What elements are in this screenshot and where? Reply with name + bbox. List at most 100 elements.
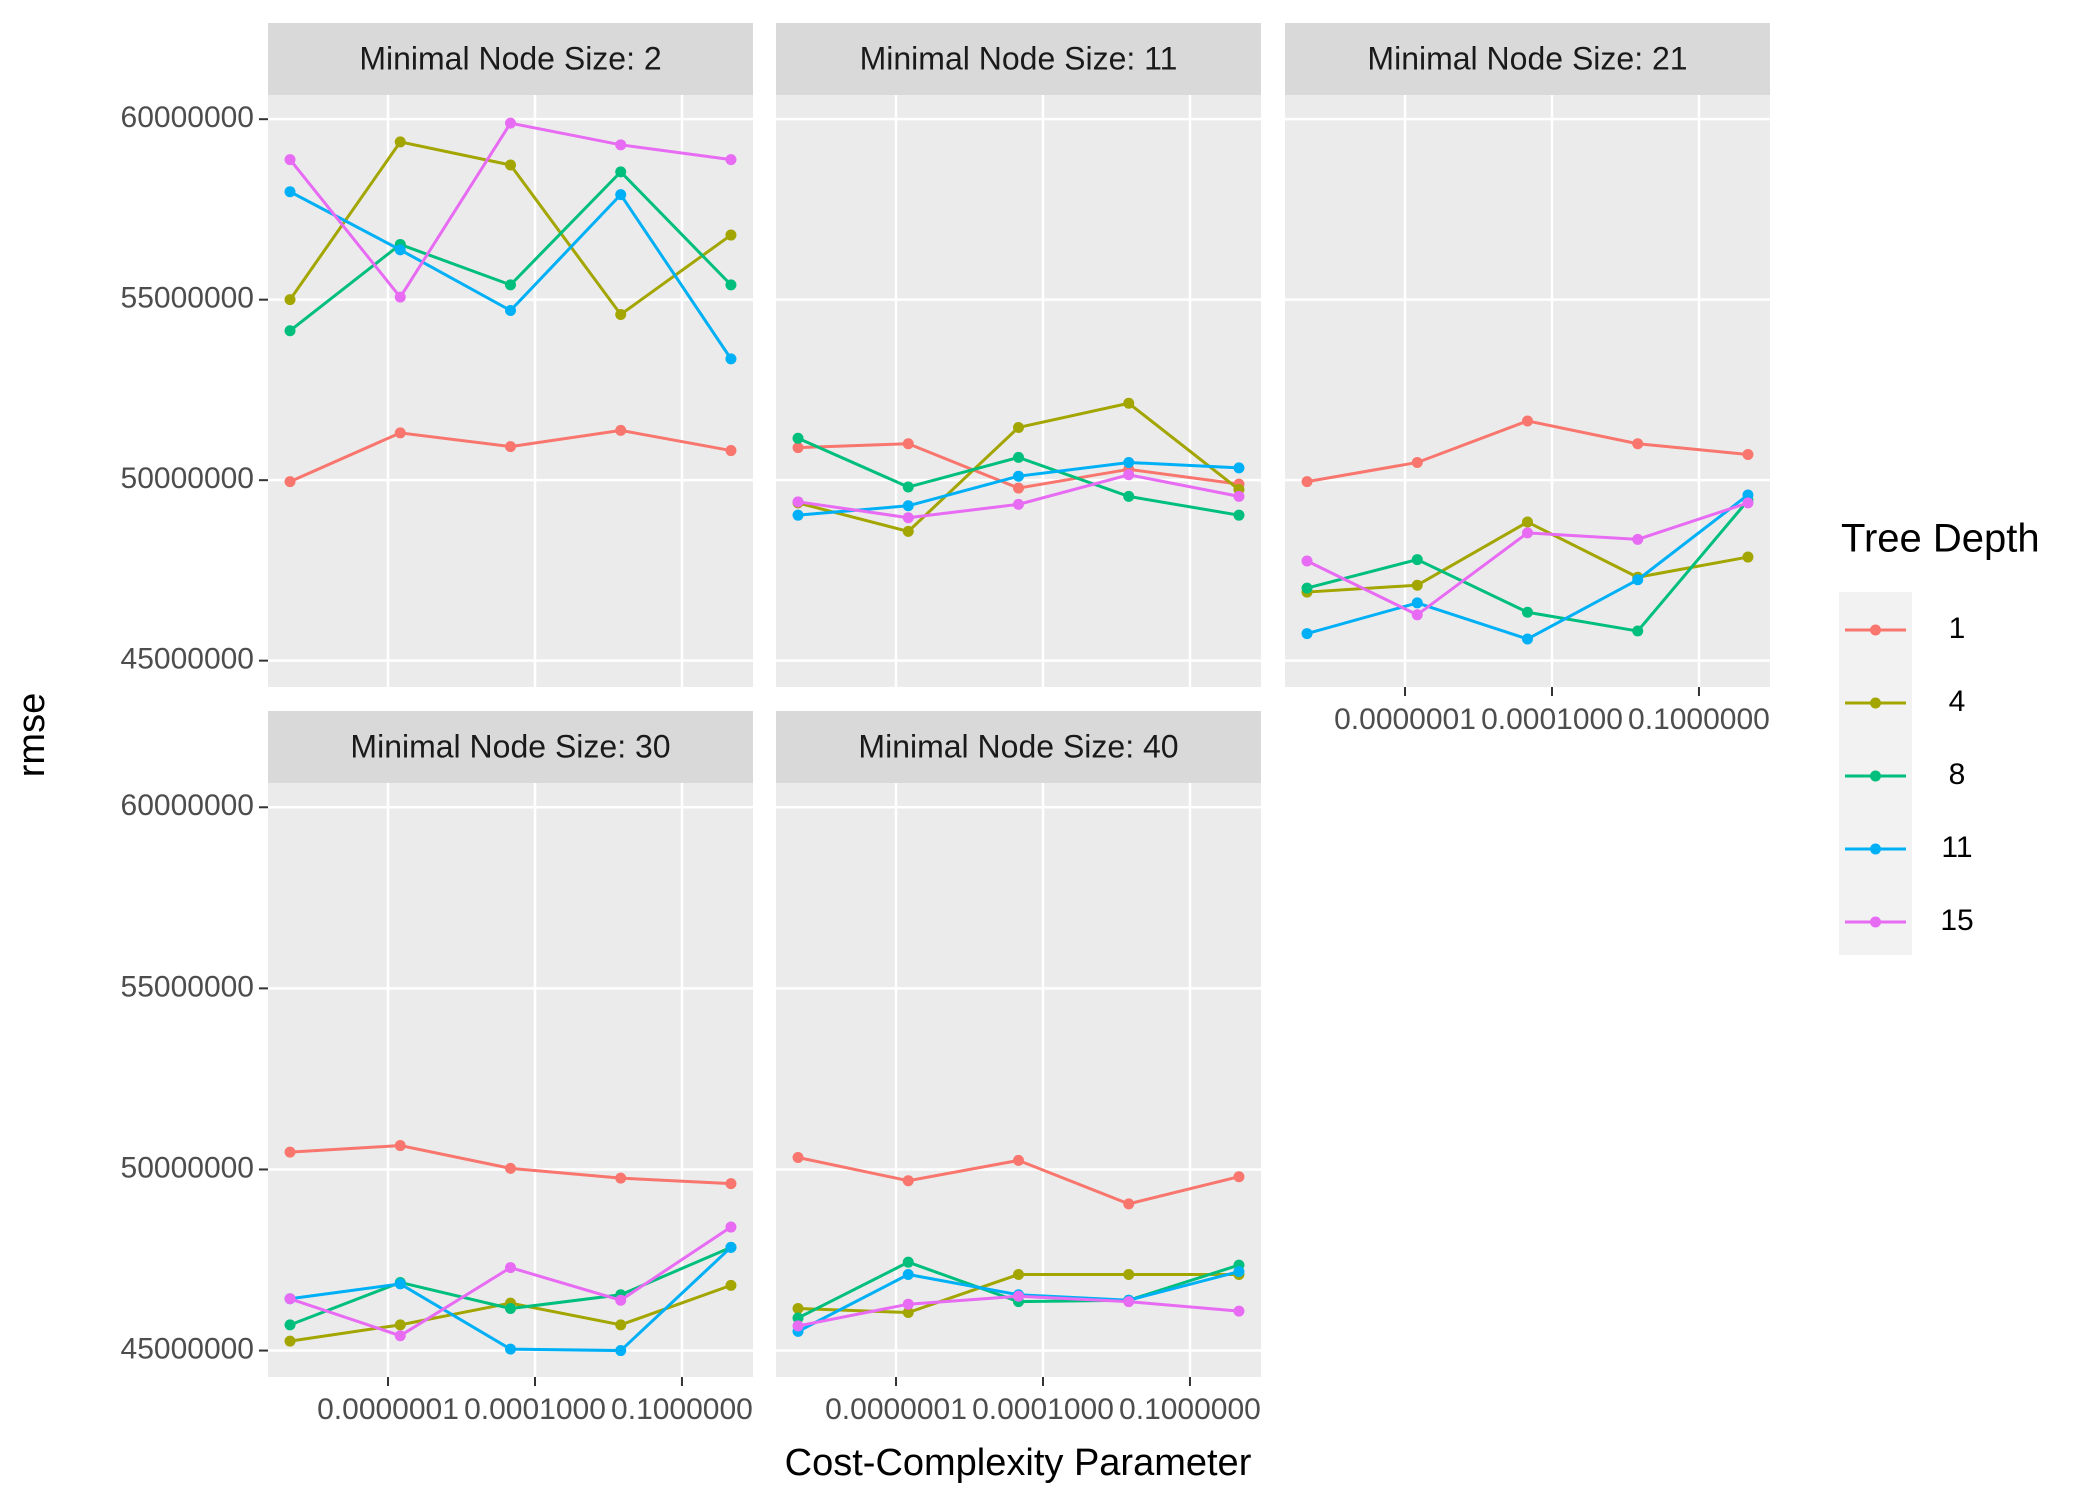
- x-tick-label: 0.1000000: [611, 1393, 753, 1426]
- data-point: [902, 1268, 914, 1280]
- data-point: [615, 1172, 627, 1184]
- data-point: [1742, 497, 1754, 509]
- strip: [776, 711, 1261, 783]
- data-point: [1521, 606, 1533, 618]
- x-tick-label: 0.0001000: [972, 1393, 1114, 1426]
- data-point: [615, 1319, 627, 1331]
- data-point: [1012, 498, 1024, 510]
- data-point: [284, 294, 296, 306]
- x-tick-label: 0.0000001: [317, 1393, 459, 1426]
- data-point: [1233, 1171, 1245, 1183]
- y-tick-label: 55000000: [121, 970, 254, 1003]
- data-point: [1123, 1268, 1135, 1280]
- x-tick-label: 0.1000000: [1628, 703, 1770, 736]
- data-point: [1233, 509, 1245, 521]
- data-point: [504, 1303, 516, 1315]
- data-point: [1012, 482, 1024, 494]
- data-point: [1411, 554, 1423, 566]
- data-point: [284, 1293, 296, 1305]
- data-point: [1123, 397, 1135, 409]
- data-point: [1411, 579, 1423, 591]
- data-point: [1012, 1154, 1024, 1166]
- data-point: [1632, 438, 1644, 450]
- data-point: [615, 1294, 627, 1306]
- data-point: [615, 1345, 627, 1357]
- data-point: [504, 305, 516, 317]
- y-tick-label: 60000000: [121, 789, 254, 822]
- data-point: [504, 279, 516, 291]
- data-point: [284, 186, 296, 198]
- data-point: [792, 1152, 804, 1164]
- panel: [268, 783, 753, 1377]
- data-point: [284, 1319, 296, 1331]
- data-point: [1301, 628, 1313, 640]
- data-point: [1301, 555, 1313, 567]
- data-point: [1123, 456, 1135, 468]
- data-point: [902, 481, 914, 493]
- data-point: [725, 1279, 737, 1291]
- x-tick-label: 0.0000001: [825, 1393, 967, 1426]
- data-point: [615, 166, 627, 178]
- data-point: [792, 509, 804, 521]
- data-point: [615, 308, 627, 320]
- data-point: [725, 229, 737, 241]
- data-point: [1742, 489, 1754, 501]
- data-point: [1012, 421, 1024, 433]
- data-point: [1742, 551, 1754, 563]
- data-point: [1233, 462, 1245, 474]
- data-point: [902, 525, 914, 537]
- data-point: [394, 1319, 406, 1331]
- data-point: [504, 1343, 516, 1355]
- data-point: [504, 441, 516, 453]
- panel: [776, 783, 1261, 1377]
- data-point: [725, 279, 737, 291]
- data-point: [284, 154, 296, 166]
- data-point: [1411, 456, 1423, 468]
- legend-label: 1: [1949, 612, 1966, 645]
- strip: [268, 23, 753, 95]
- data-point: [725, 1221, 737, 1233]
- data-point: [394, 427, 406, 439]
- panel: [1285, 95, 1770, 687]
- data-point: [792, 1303, 804, 1315]
- data-point: [615, 139, 627, 151]
- data-point: [504, 159, 516, 171]
- strip: [1285, 23, 1770, 95]
- strip: [776, 23, 1261, 95]
- legend-key-point: [1870, 916, 1881, 928]
- strip-label: Minimal Node Size: 11: [860, 40, 1178, 76]
- data-point: [284, 1146, 296, 1158]
- data-point: [1632, 574, 1644, 586]
- data-point: [504, 1162, 516, 1174]
- data-point: [1012, 1290, 1024, 1302]
- legend-key-point: [1870, 624, 1881, 636]
- data-point: [725, 445, 737, 457]
- y-tick-label: 50000000: [121, 462, 254, 495]
- data-point: [1012, 451, 1024, 463]
- x-tick-label: 0.0001000: [1481, 703, 1623, 736]
- y-tick-label: 50000000: [121, 1151, 254, 1184]
- strip-label: Minimal Node Size: 2: [359, 40, 661, 76]
- data-point: [1123, 1198, 1135, 1210]
- data-point: [504, 1262, 516, 1274]
- legend-key-point: [1870, 770, 1881, 782]
- data-point: [394, 1140, 406, 1152]
- data-point: [284, 325, 296, 337]
- data-point: [902, 1256, 914, 1268]
- data-point: [394, 136, 406, 148]
- data-point: [792, 1320, 804, 1332]
- y-axis-title: rmse: [11, 693, 53, 777]
- strip-label: Minimal Node Size: 21: [1367, 40, 1687, 76]
- legend-title: Tree Depth: [1841, 517, 2040, 561]
- data-point: [902, 500, 914, 512]
- x-tick-label: 0.0000001: [1334, 703, 1476, 736]
- y-tick-label: 45000000: [121, 643, 254, 676]
- data-point: [394, 291, 406, 303]
- data-point: [1012, 470, 1024, 482]
- data-point: [902, 438, 914, 450]
- data-point: [1123, 1296, 1135, 1308]
- data-point: [1012, 1268, 1024, 1280]
- data-point: [902, 512, 914, 524]
- strip: [268, 711, 753, 783]
